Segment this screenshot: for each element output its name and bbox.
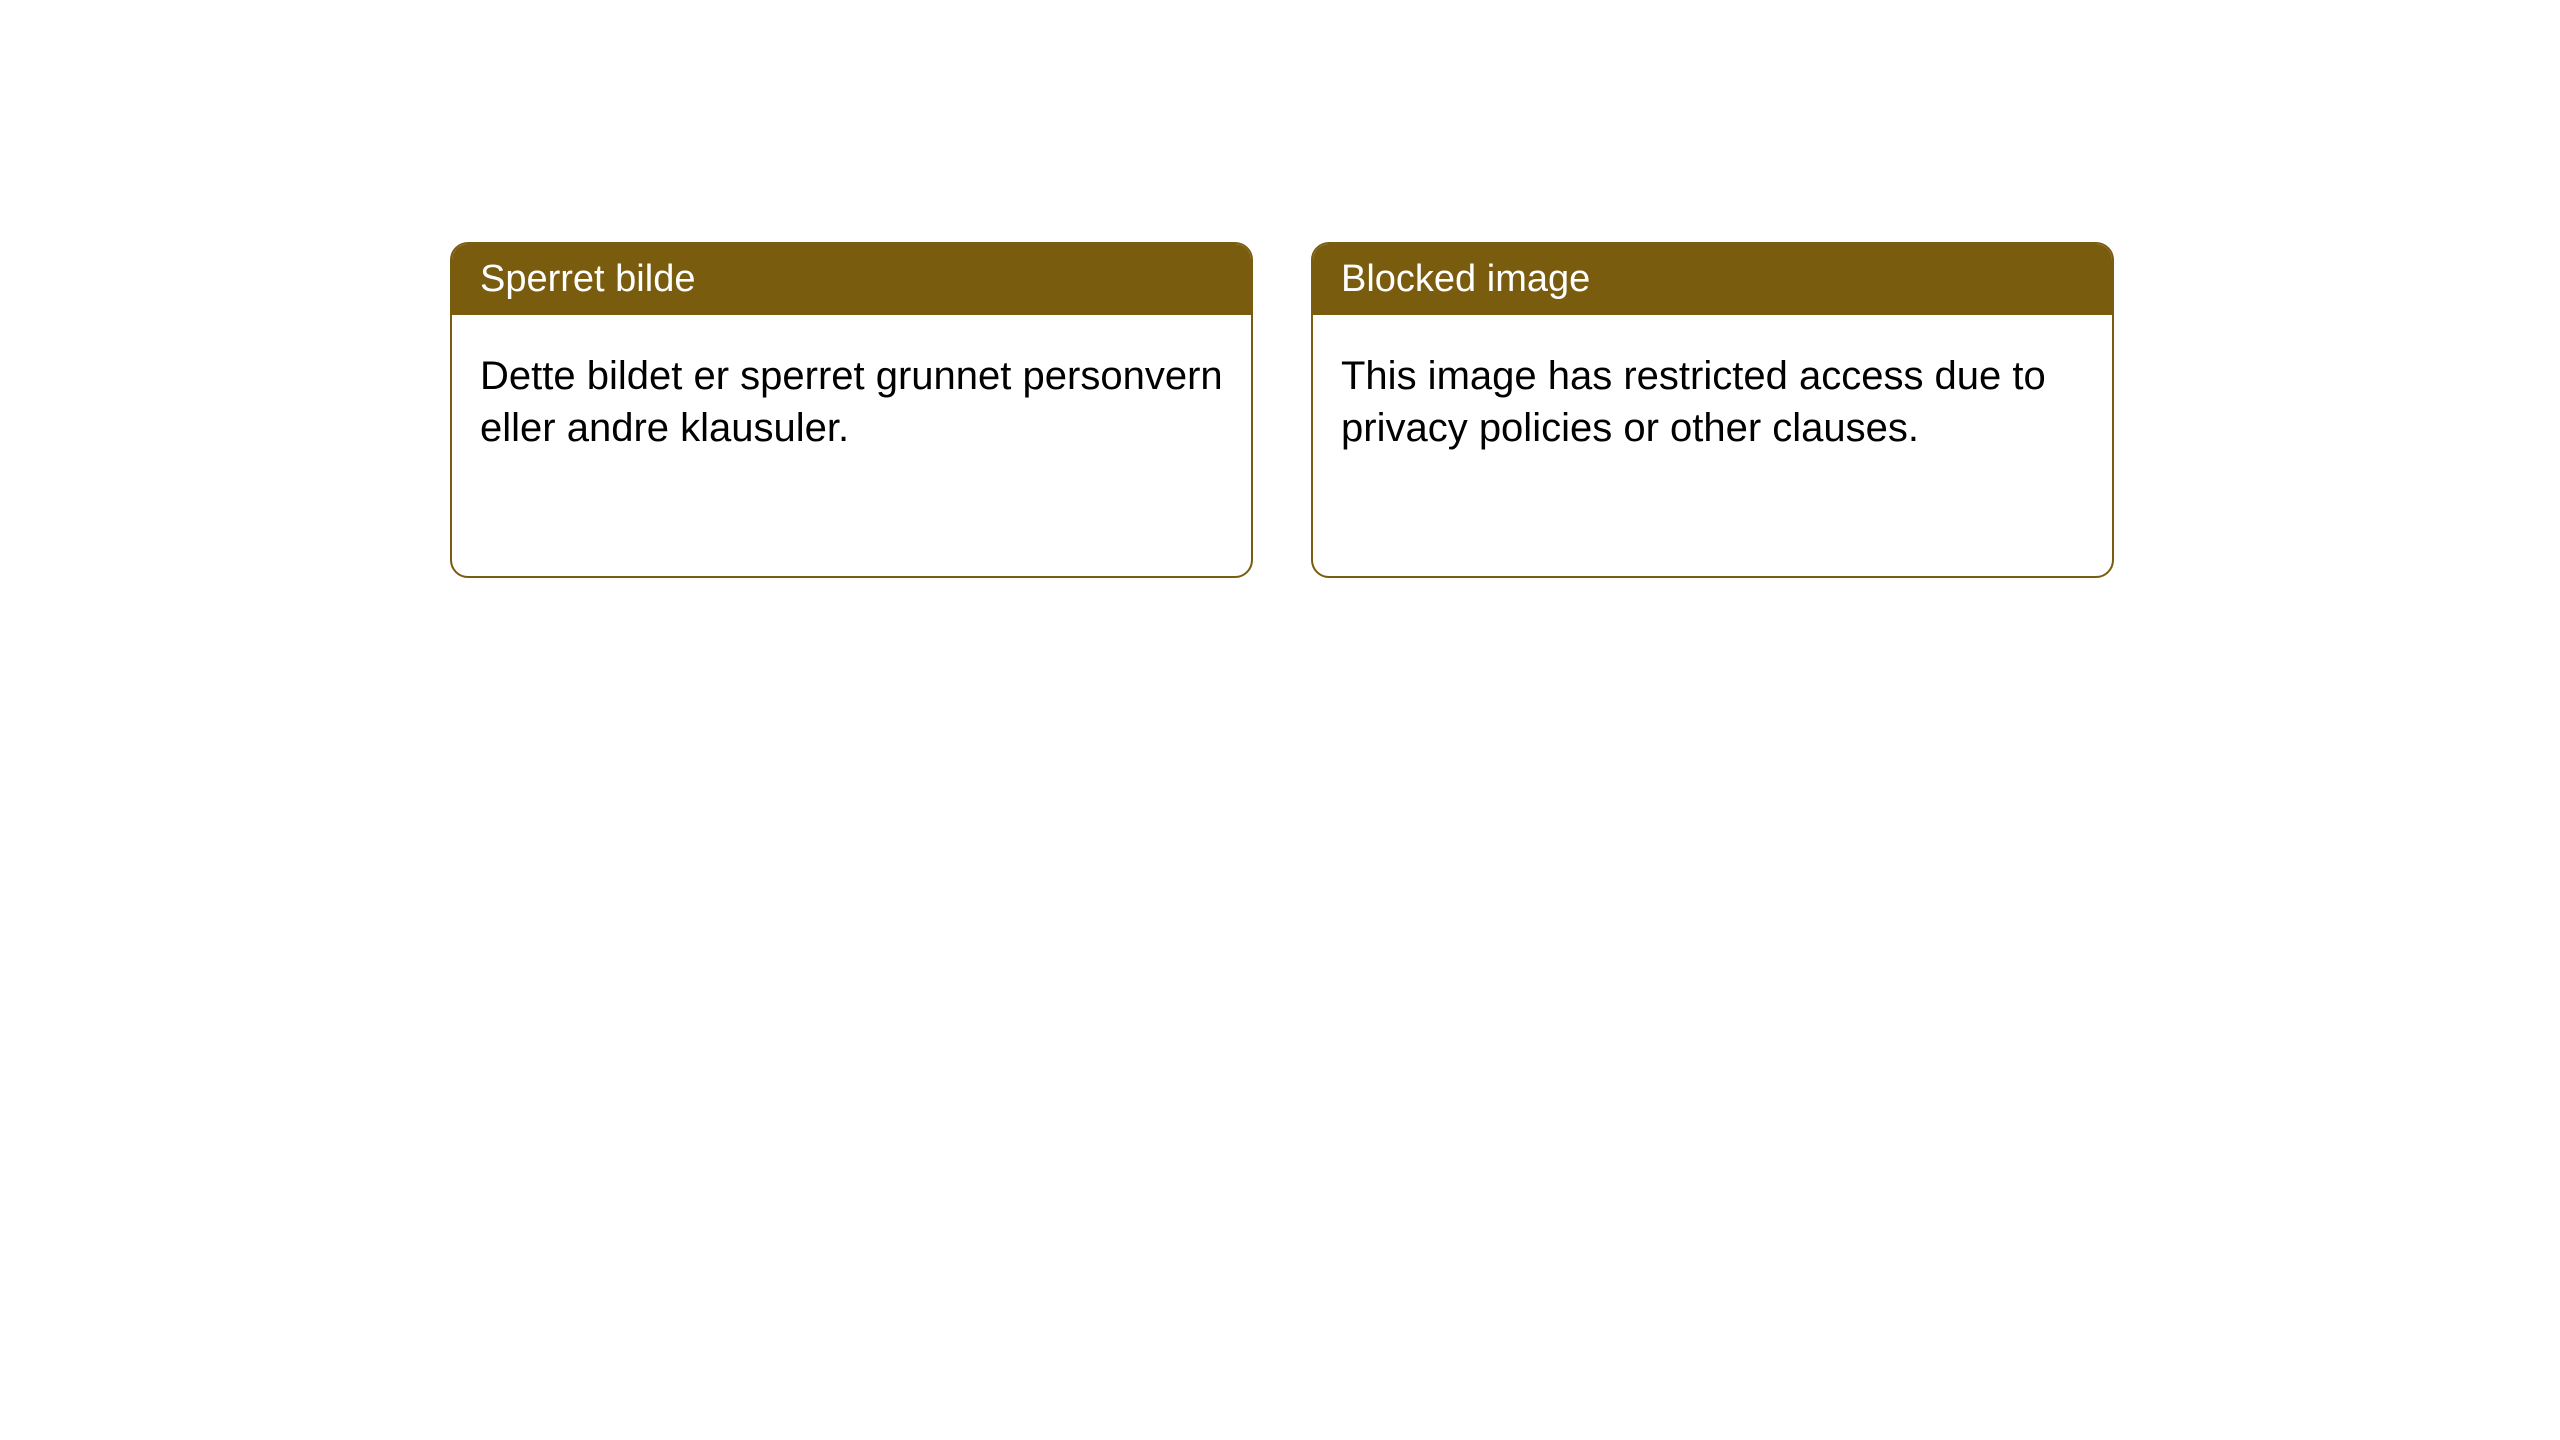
card-body: Dette bildet er sperret grunnet personve… xyxy=(452,315,1251,482)
card-title: Sperret bilde xyxy=(452,244,1251,315)
card-title: Blocked image xyxy=(1313,244,2112,315)
card-body: This image has restricted access due to … xyxy=(1313,315,2112,482)
blocked-image-card-no: Sperret bilde Dette bildet er sperret gr… xyxy=(450,242,1253,578)
blocked-image-card-en: Blocked image This image has restricted … xyxy=(1311,242,2114,578)
cards-container: Sperret bilde Dette bildet er sperret gr… xyxy=(0,0,2560,578)
